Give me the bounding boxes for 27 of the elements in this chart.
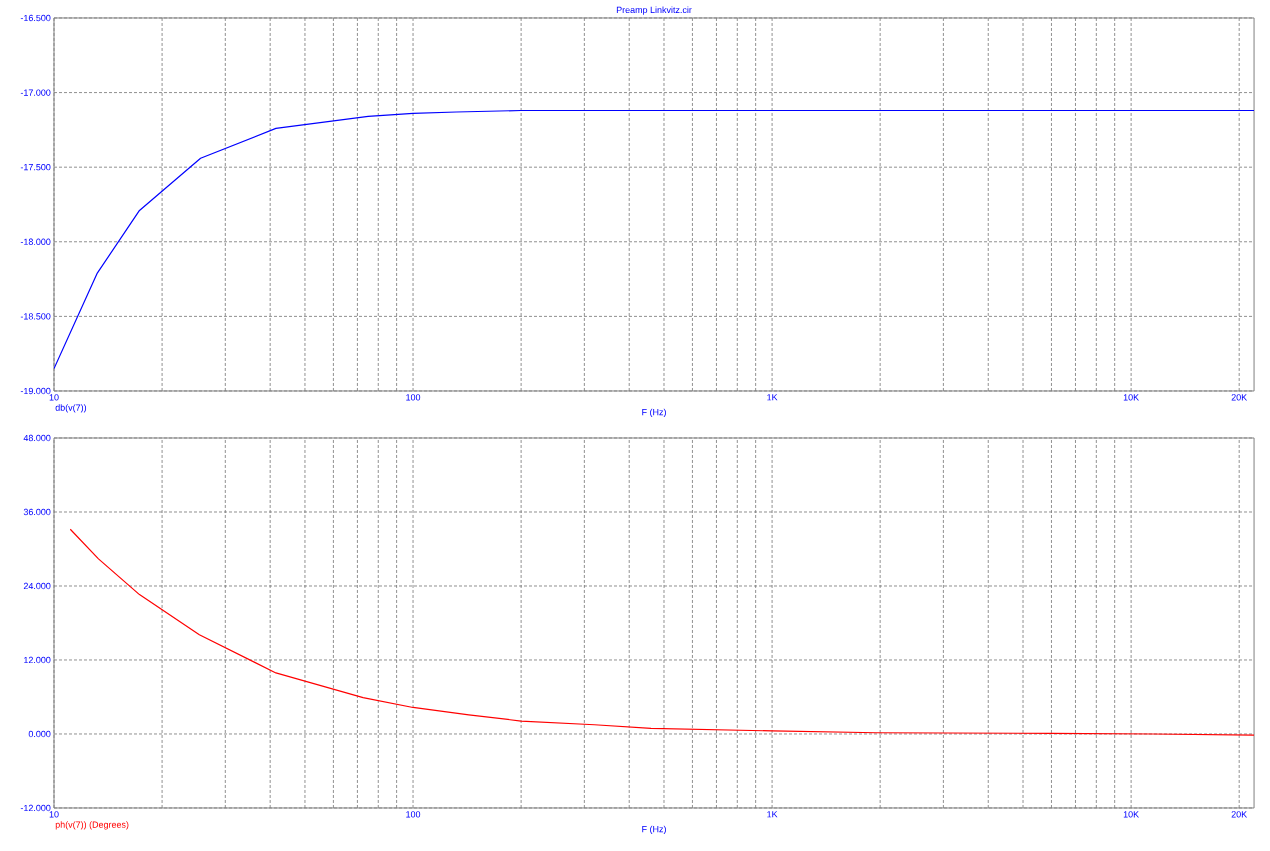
x-tick-label: 10K (1123, 811, 1139, 818)
x-tick-label: 100 (406, 394, 421, 401)
x-tick-label: 20K (1231, 811, 1248, 818)
x-tick-label: 100 (406, 811, 421, 818)
x-tick-label: 10 (49, 394, 59, 401)
x-axis-title: F (Hz) (642, 408, 666, 418)
y-tick-label: -18.500 (20, 313, 51, 320)
text: db(v(7)) (55, 404, 87, 413)
x-tick-label: 1K (767, 811, 778, 818)
x-tick-label: 20K (1231, 394, 1248, 401)
y-tick-label: 12.000 (24, 656, 51, 664)
y-tick-label: -19.000 (20, 387, 51, 395)
y-tick-label: -12.000 (20, 804, 51, 812)
x-tick-label: 10K (1123, 394, 1139, 401)
y-tick-label: 36.000 (23, 508, 51, 516)
y-tick-label: -17.000 (20, 89, 51, 96)
y-tick-label: -17.500 (20, 164, 51, 171)
text: ph(v(7)) (Degrees) (55, 821, 129, 830)
y-tick-label: 48.000 (23, 434, 51, 442)
x-tick-label: 10 (49, 811, 59, 818)
y-tick-label: 24.000 (23, 582, 51, 590)
x-axis-title: F (Hz) (642, 825, 666, 835)
y-tick-label: -18.000 (20, 238, 51, 245)
chart-title: Preamp Linkvitz.cir (616, 6, 692, 15)
x-tick-label: 1K (767, 394, 778, 401)
y-tick-label: 0.000 (28, 730, 51, 738)
y-tick-label: -16.500 (20, 14, 51, 22)
